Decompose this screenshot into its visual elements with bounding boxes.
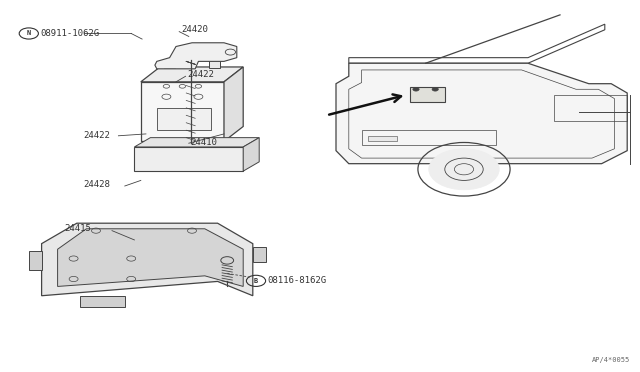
Circle shape [429,149,499,190]
Bar [410,87,445,102]
Bar [209,60,220,68]
Polygon shape [42,223,253,296]
Text: 08116-8162G: 08116-8162G [268,276,326,285]
Text: 24420: 24420 [181,25,208,34]
Polygon shape [29,251,42,270]
Polygon shape [224,67,243,141]
Text: 24428: 24428 [83,180,110,189]
Text: 08911-1062G: 08911-1062G [40,29,99,38]
Polygon shape [80,296,125,307]
Polygon shape [155,43,237,69]
Text: 24415: 24415 [64,224,91,233]
Text: AP/4*0055: AP/4*0055 [592,357,630,363]
Text: 24422: 24422 [188,70,214,79]
Text: 24422: 24422 [83,131,110,140]
Polygon shape [336,63,627,164]
Circle shape [432,87,438,91]
Text: B: B [254,278,258,284]
Polygon shape [243,138,259,171]
Bar [362,130,496,145]
Text: N: N [27,31,31,36]
Bar [157,108,211,130]
Polygon shape [134,138,259,147]
Text: 24410: 24410 [190,138,217,147]
Polygon shape [141,67,243,82]
Bar [164,60,175,68]
Circle shape [413,87,419,91]
Bar [134,147,243,171]
Polygon shape [253,247,266,262]
Bar [185,50,196,57]
Bar [141,82,224,141]
Polygon shape [58,229,243,286]
Bar [368,136,397,141]
